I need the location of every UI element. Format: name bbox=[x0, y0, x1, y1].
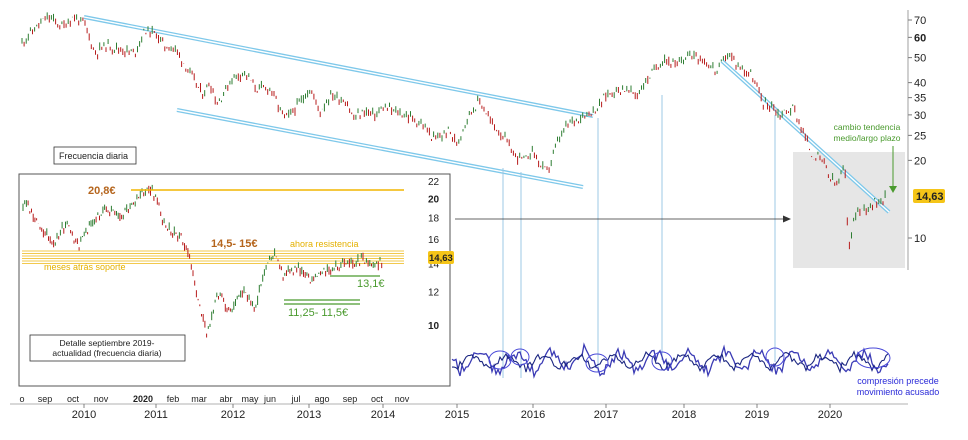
inset-x-tick-label: jul bbox=[290, 394, 300, 404]
compression-note: compresión precede movimiento acusado bbox=[857, 376, 940, 397]
inset-y-tick-label: 20 bbox=[428, 194, 440, 205]
compression-ellipse bbox=[855, 347, 891, 369]
oscillator-panel bbox=[451, 342, 891, 379]
inset-price-tag-bg bbox=[428, 251, 454, 264]
main-price-series bbox=[21, 12, 886, 250]
inset-y-tick-label: 16 bbox=[428, 235, 440, 246]
compression-ellipse bbox=[585, 353, 609, 373]
main-x-tick-label: 2012 bbox=[221, 409, 245, 421]
inset-y-tick-label: 12 bbox=[428, 288, 440, 299]
annotation-line: medio/largo plazo bbox=[833, 133, 900, 143]
inset-x-tick-label: feb bbox=[167, 394, 180, 404]
link-arrowhead bbox=[783, 215, 791, 223]
compression-ellipse bbox=[510, 348, 530, 366]
inset-y-axis: 22 20 18 16 14 12 10 bbox=[428, 177, 440, 332]
main-x-tick-label: 2016 bbox=[521, 409, 545, 421]
main-x-axis: 2010 2011 2012 2013 2014 2015 2016 2017 2018 2019… bbox=[10, 403, 908, 421]
main-x-tick-label: 2018 bbox=[672, 409, 696, 421]
main-y-tick-label: 40 bbox=[914, 78, 926, 90]
inset-resistance-zone bbox=[22, 250, 404, 264]
main-y-tick-label: 10 bbox=[914, 233, 926, 245]
main-y-axis: 70 60 50 40 35 30 25 20 10 bbox=[907, 10, 926, 270]
main-x-tick-label: 2013 bbox=[297, 409, 321, 421]
main-x-tick-label: 2020 bbox=[818, 409, 842, 421]
inset-detail-note: Detalle septiembre 2019-actualidad (frec… bbox=[52, 338, 161, 358]
inset-detail-box bbox=[29, 334, 186, 362]
annotation-line: compresión precede bbox=[857, 376, 939, 386]
inset-x-tick-label: nov bbox=[94, 394, 109, 404]
inset-y-tick-label: 22 bbox=[428, 177, 440, 188]
trend-change-note: cambio tendencia medio/largo plazo bbox=[833, 122, 900, 143]
frequency-label: Frecuencia diaria bbox=[59, 151, 128, 161]
inset-x-tick-label: jun bbox=[263, 394, 276, 404]
main-x-tick-label: 2011 bbox=[144, 409, 168, 421]
compression-ellipse bbox=[765, 347, 785, 367]
inset-x-tick-label: oct bbox=[371, 394, 384, 404]
inset-price-tag-label: 14,63 bbox=[429, 253, 453, 264]
inset-x-tick-label: sep bbox=[38, 394, 53, 404]
inset-x-tick-label: abr bbox=[219, 394, 232, 404]
inset-price-series bbox=[22, 184, 383, 338]
main-y-tick-label: 30 bbox=[914, 110, 926, 122]
oscillator-line-fast bbox=[451, 342, 889, 379]
inset-y-tick-label: 14 bbox=[428, 260, 440, 271]
channel-upper-line-core bbox=[83, 16, 594, 117]
channel-lower-line-core bbox=[176, 109, 584, 188]
inset-x-tick-label: may bbox=[241, 394, 259, 404]
channel-lines bbox=[83, 15, 891, 214]
main-y-tick-label: 20 bbox=[914, 155, 926, 167]
trend-change-arrowhead bbox=[889, 186, 897, 193]
main-price-tag-bg bbox=[913, 189, 945, 203]
inset-x-tick-label: mar bbox=[191, 394, 207, 404]
annotation-line: cambio tendencia bbox=[834, 122, 901, 132]
inset-x-tick-label: nov bbox=[395, 394, 410, 404]
main-x-tick-label: 2014 bbox=[371, 409, 395, 421]
inset-x-tick-label: ago bbox=[314, 394, 329, 404]
compression-ellipse bbox=[651, 351, 673, 371]
inset-support-11-label: 11,25- 11,5€ bbox=[288, 307, 348, 319]
reference-vlines bbox=[502, 95, 776, 378]
main-x-tick-label: 2019 bbox=[745, 409, 769, 421]
inset-x-tick-label: sep bbox=[343, 394, 358, 404]
inset-high-label: 20,8€ bbox=[88, 185, 116, 197]
inset-y-tick-label: 18 bbox=[428, 214, 440, 225]
main-y-tick-label: 70 bbox=[914, 15, 926, 27]
inset-x-tick-label: o bbox=[19, 394, 24, 404]
main-y-tick-label: 25 bbox=[914, 130, 926, 142]
main-price-tag-label: 14,63 bbox=[916, 191, 944, 203]
inset-x-tick-label: oct bbox=[67, 394, 80, 404]
main-x-tick-label: 2015 bbox=[445, 409, 469, 421]
inset-x-axis: o sep oct nov 2020 feb mar abr may jun jul ago sep oc… bbox=[19, 385, 450, 404]
main-x-tick-label: 2017 bbox=[594, 409, 618, 421]
main-y-tick-label: 35 bbox=[914, 93, 926, 105]
main-y-tick-label: 50 bbox=[914, 53, 926, 65]
annotation-line: movimiento acusado bbox=[857, 387, 940, 397]
annotation-line: actualidad (frecuencia diaria) bbox=[52, 348, 161, 358]
inset-price-tag: 14,63 bbox=[428, 251, 454, 264]
annotation-line: Detalle septiembre 2019- bbox=[60, 338, 155, 348]
main-x-tick-label: 2010 bbox=[72, 409, 96, 421]
frequency-label-box bbox=[53, 146, 137, 165]
inset-now-resistance: ahora resistencia bbox=[290, 239, 359, 249]
compression-ellipse bbox=[488, 350, 512, 370]
inset-y-tick-label: 10 bbox=[428, 321, 440, 332]
inset-past-support: meses atrás soporte bbox=[44, 262, 126, 272]
inset-chart: 22 20 18 16 14 12 10 o sep oct nov 2020 feb mar abr ma… bbox=[18, 173, 451, 404]
main-y-tick-label: 60 bbox=[914, 32, 926, 44]
inset-support-131-label: 13,1€ bbox=[357, 278, 385, 290]
inset-x-tick-label: 2020 bbox=[133, 394, 153, 404]
main-price-tag: 14,63 bbox=[913, 189, 945, 203]
inset-zone-label: 14,5- 15€ bbox=[211, 238, 257, 250]
